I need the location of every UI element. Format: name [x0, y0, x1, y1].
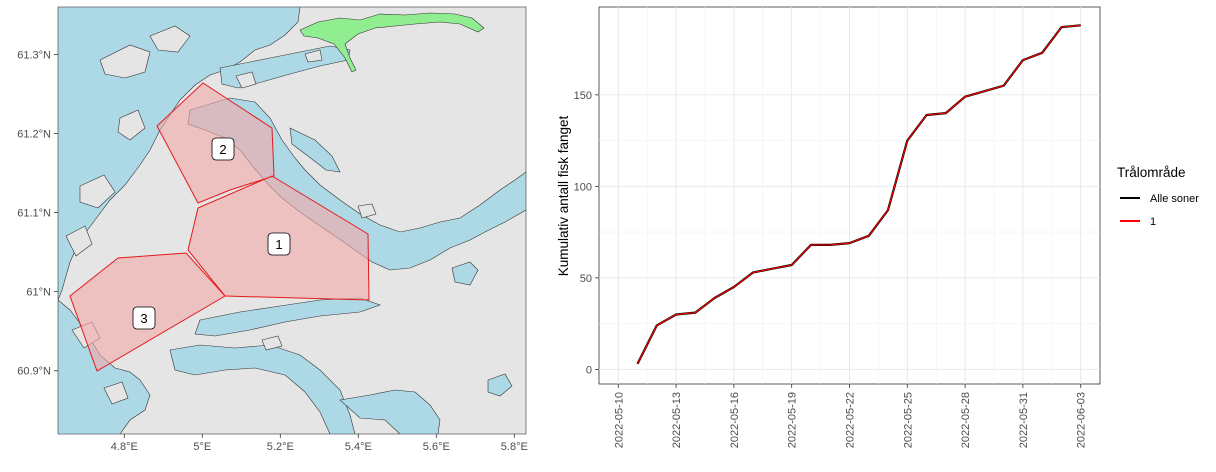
map-y-tick-label: 61°N	[26, 287, 51, 299]
zone-label-3: 3	[132, 306, 156, 330]
x-tick-label: 2022-05-31	[1018, 392, 1030, 448]
x-tick-label: 2022-05-28	[960, 392, 972, 448]
map-x-tick-label: 4.8°E	[111, 441, 138, 453]
zone-label-text: 1	[275, 237, 282, 252]
x-tick-label: 2022-05-13	[671, 392, 683, 448]
zone-label-1: 1	[267, 232, 291, 256]
x-axis: 2022-05-10 2022-05-13 2022-05-16 2022-05-19…	[613, 384, 1088, 448]
y-tick-label: 100	[574, 181, 592, 193]
series-lines	[636, 24, 1081, 365]
island	[117, 109, 146, 141]
island	[103, 381, 129, 405]
map-x-tick-label: 5.4°E	[345, 441, 372, 453]
x-tick-label: 2022-05-19	[787, 392, 799, 448]
map-y-axis: 61.3°N 61.2°N 61.1°N 61°N 60.9°N	[17, 49, 58, 378]
zone-label-box	[132, 306, 156, 330]
zone-label-2: 2	[211, 137, 235, 161]
x-tick-label: 2022-05-10	[613, 392, 625, 448]
y-tick-label: 0	[586, 364, 592, 376]
fjord-southeast	[339, 389, 441, 434]
map-y-tick-label: 61.3°N	[17, 49, 51, 61]
zone-label-text: 3	[140, 311, 147, 326]
island	[65, 225, 93, 257]
grid-lines	[599, 7, 1100, 384]
island	[79, 174, 116, 209]
legend: Trålområde Alle soner 1	[1117, 165, 1199, 228]
map-x-axis: 4.8°E 5°E 5.2°E 5.4°E 5.6°E 5.8°E	[111, 434, 528, 453]
x-tick-label: 2022-05-25	[902, 392, 914, 448]
map-y-tick-label: 61.2°N	[17, 129, 51, 141]
zone-label-box	[267, 232, 291, 256]
island	[261, 335, 283, 351]
y-axis-title: Kumulativ antall fisk fanget	[556, 115, 571, 276]
map-x-tick-label: 5.8°E	[501, 441, 528, 453]
x-tick-label: 2022-05-16	[729, 392, 741, 448]
island	[357, 203, 377, 219]
fjord-south-arm	[194, 297, 381, 337]
x-tick-label: 2022-05-22	[845, 392, 857, 448]
map-x-tick-label: 5.2°E	[267, 441, 294, 453]
y-tick-label: 150	[574, 90, 592, 102]
island	[99, 44, 151, 79]
map-panel: 1 2 3 4.8°E 5°E 5.2°E 5.4°E 5.6°E 5.8°E 61.3°…	[17, 6, 528, 453]
lake-east	[451, 261, 479, 286]
legend-label-alle-soner: Alle soner	[1150, 193, 1199, 205]
y-tick-label: 50	[580, 273, 592, 285]
island	[149, 25, 191, 53]
lake-southeast	[487, 373, 513, 397]
legend-label-1: 1	[1150, 216, 1156, 228]
x-tick-label: 2022-06-03	[1076, 392, 1088, 448]
map-x-tick-label: 5.6°E	[423, 441, 450, 453]
zone-label-text: 2	[219, 142, 226, 157]
map-y-tick-label: 60.9°N	[17, 366, 51, 378]
map-y-tick-label: 61.1°N	[17, 208, 51, 220]
island	[304, 49, 323, 63]
lake-green	[299, 12, 485, 73]
y-axis: 0 50 100 150	[574, 90, 599, 376]
series-line-1	[637, 24, 1081, 365]
map-x-tick-label: 5°E	[193, 441, 211, 453]
island	[235, 71, 257, 89]
fjord-branch-east	[289, 127, 341, 173]
zone-label-box	[211, 137, 235, 161]
legend-title: Trålområde	[1117, 165, 1186, 180]
line-panel: 0 50 100 150 2022-05-10 2022-05-13 2022-05-16…	[556, 6, 1199, 448]
